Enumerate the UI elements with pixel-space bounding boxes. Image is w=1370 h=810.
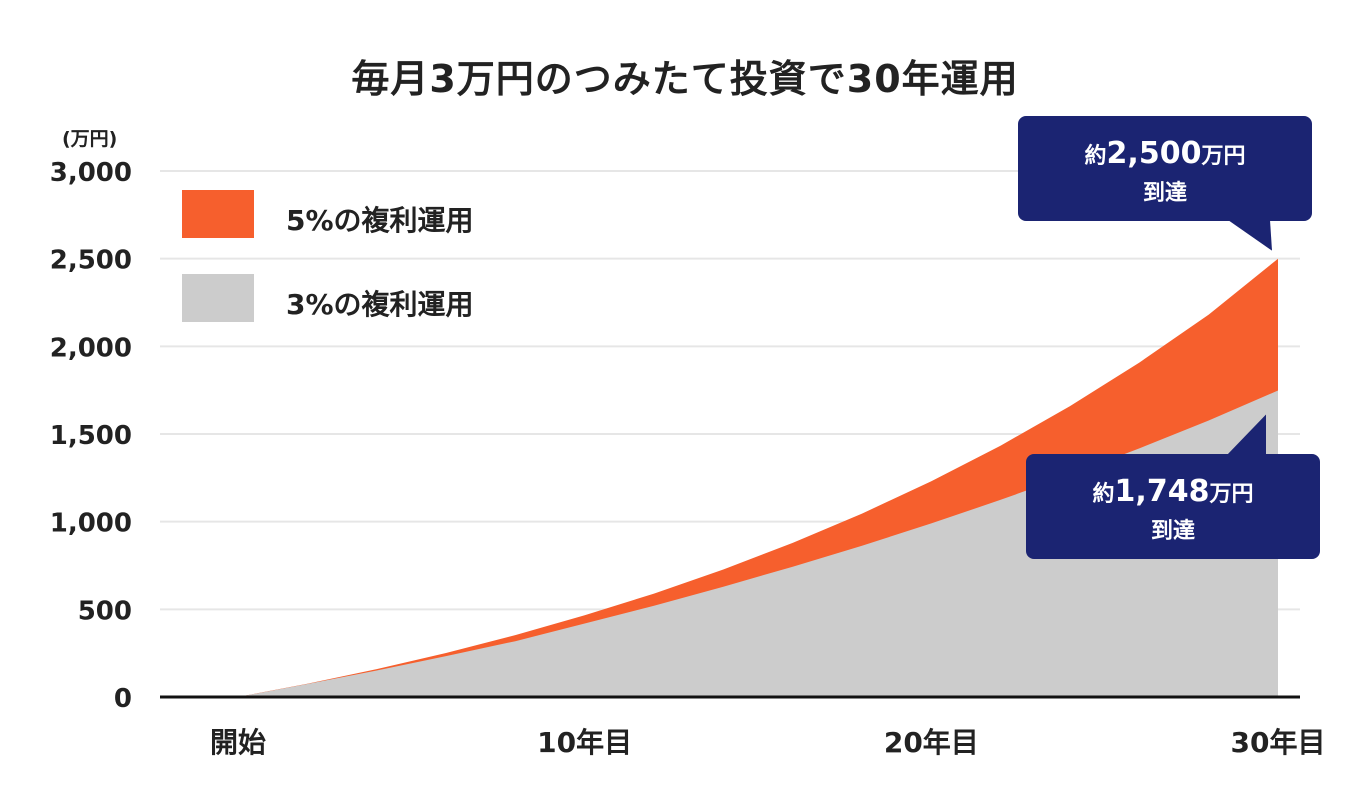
y-tick-label-0: 0 [114,684,132,714]
callout-3pct-pointer [1226,414,1266,456]
callout-5pct-suffix: 到達 [1142,181,1187,206]
callout-5pct: 約2,500万円 到達 [1018,116,1312,221]
legend-swatch-5pct [182,190,254,238]
callout-pointers [1226,220,1272,456]
y-tick-label-4: 2,000 [50,333,132,363]
y-tick-label-5: 2,500 [50,246,132,276]
y-tick-label-2: 1,000 [50,509,132,539]
area-series [238,258,1278,697]
x-tick-label-2: 20年目 [884,726,979,759]
y-axis-unit: (万円) [62,128,118,150]
legend-swatch-3pct [182,274,254,322]
x-tick-label-0: 開始 [210,726,266,759]
callout-3pct-value: 1,748 [1114,474,1210,509]
callout-3pct: 約1,748万円 到達 [1026,454,1320,559]
x-tick-label-3: 30年目 [1231,726,1326,759]
x-tick-label-1: 10年目 [537,726,632,759]
callout-5pct-prefix: 約 [1084,144,1107,169]
callout-5pct-pointer [1228,220,1272,251]
y-tick-label-1: 500 [78,596,132,626]
callout-5pct-unit: 万円 [1201,144,1246,169]
y-tick-labels: 0 500 1,000 1,500 2,000 2,500 3,000 [50,158,132,714]
x-tick-labels: 開始 10年目 20年目 30年目 [210,726,1325,759]
chart-title: 毎月3万円のつみたて投資で30年運用 [351,57,1019,101]
area-series-1 [238,390,1278,697]
callout-3pct-unit: 万円 [1209,482,1254,507]
callout-5pct-value: 2,500 [1106,136,1202,171]
y-tick-label-3: 1,500 [50,421,132,451]
y-tick-label-6: 3,000 [50,158,132,188]
callout-3pct-prefix: 約 [1092,482,1115,507]
legend-label-3pct: 3%の複利運用 [286,288,474,321]
callout-3pct-suffix: 到達 [1150,519,1195,544]
legend-label-5pct: 5%の複利運用 [286,204,474,237]
